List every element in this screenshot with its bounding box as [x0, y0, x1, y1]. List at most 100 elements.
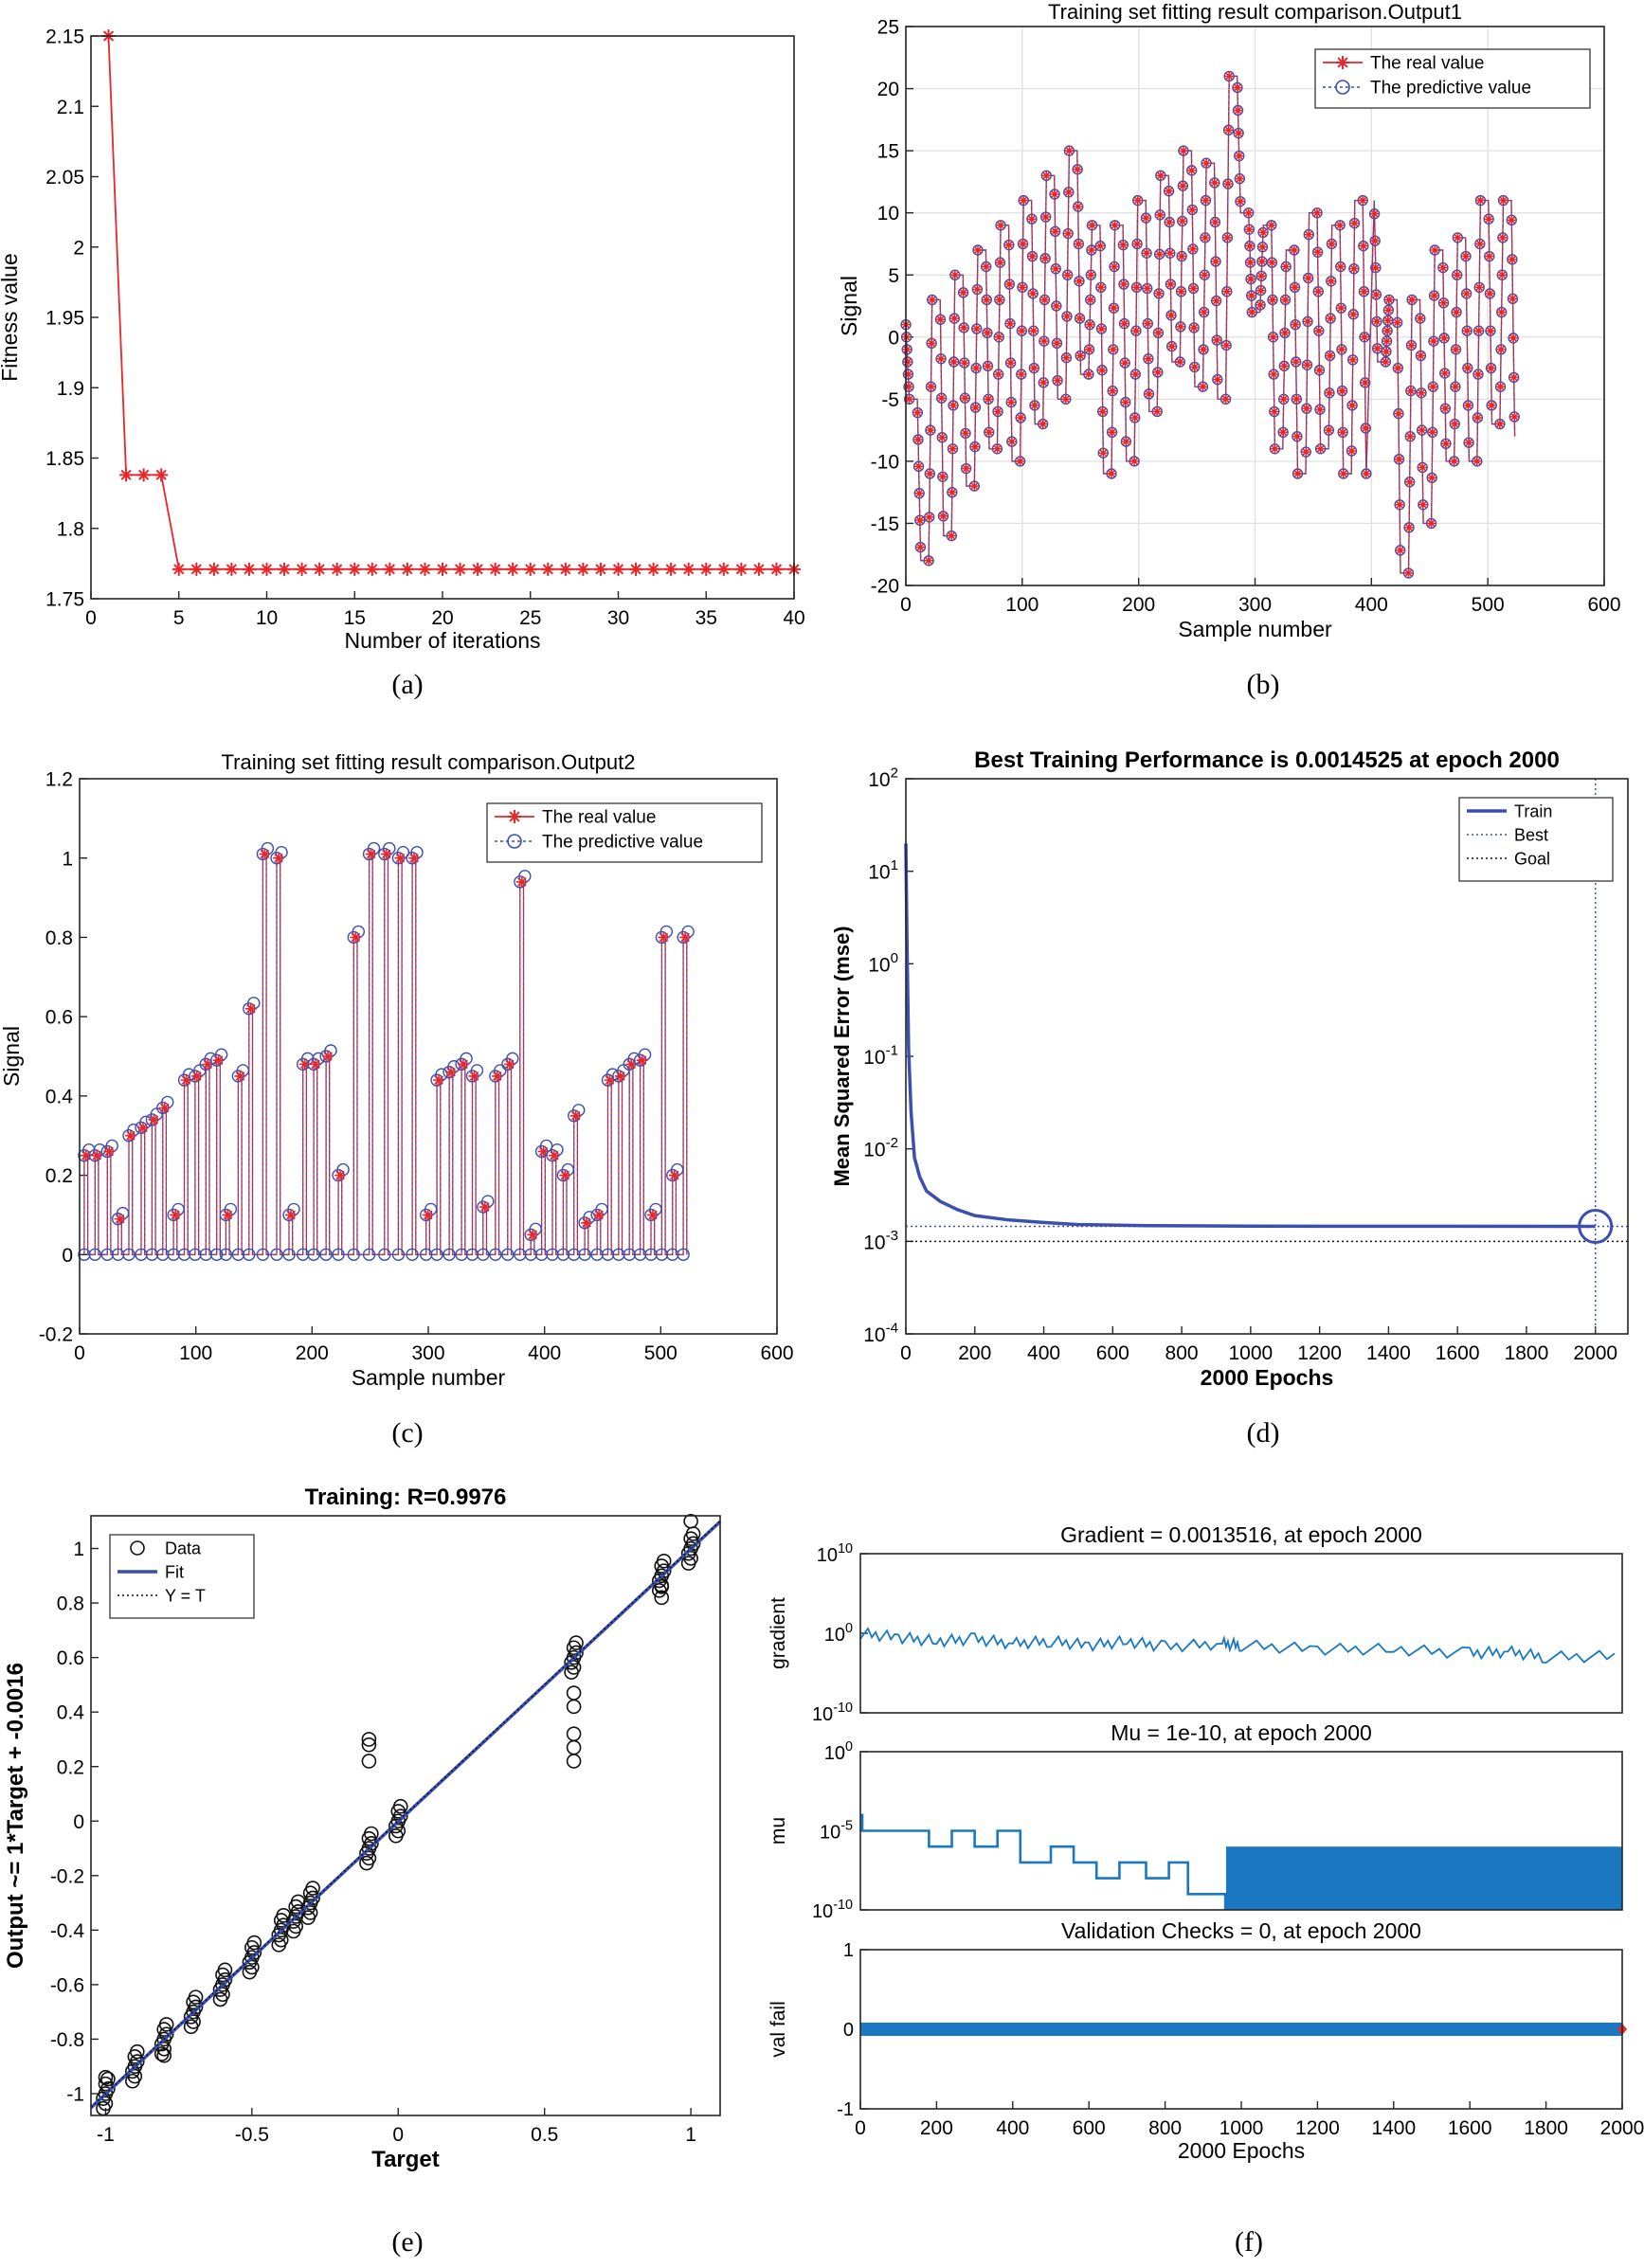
e-ytick-label: -0.2 — [50, 1865, 84, 1887]
caption-d: (d) — [1246, 1417, 1280, 1449]
c-real-marker — [593, 1209, 605, 1221]
b-real-marker — [1461, 288, 1472, 298]
c-predicted-marker — [378, 1248, 391, 1261]
b-real-marker — [938, 511, 948, 521]
b-real-marker — [1165, 248, 1175, 259]
b-real-marker — [1061, 352, 1072, 363]
b-real-marker — [1347, 354, 1358, 365]
b-real-marker — [1268, 332, 1278, 342]
f1-ytick-label-base: 10 — [812, 1704, 833, 1725]
c-real-marker — [380, 848, 392, 860]
c-real-marker — [91, 1149, 103, 1161]
b-real-marker — [1143, 353, 1153, 364]
b-real-marker — [1267, 258, 1277, 268]
c-predicted-marker — [88, 1248, 101, 1261]
b-real-marker — [936, 393, 947, 404]
b-real-marker — [1314, 365, 1325, 375]
f3-ytick-label: 0 — [843, 2020, 854, 2041]
e-axes-frame — [90, 1515, 721, 2116]
b-real-marker — [1418, 462, 1428, 473]
a-fitness-marker — [716, 562, 731, 576]
b-real-marker — [1039, 377, 1049, 387]
f3-ytick-label: 1 — [843, 1940, 854, 1961]
b-real-marker — [1235, 173, 1245, 184]
f2-ytick-label-exp: 0 — [845, 1739, 853, 1755]
c-real-marker — [322, 1051, 334, 1062]
b-real-marker — [996, 220, 1006, 230]
b-real-marker — [1370, 262, 1381, 273]
b-real-marker — [971, 363, 982, 373]
b-real-marker — [1438, 297, 1449, 308]
c-predicted-marker — [122, 1248, 135, 1261]
b-real-marker — [1096, 324, 1107, 334]
c-ylabel: Signal — [0, 1026, 24, 1087]
c-predicted-marker — [209, 1248, 224, 1261]
b-xtick-label: 300 — [1238, 594, 1272, 616]
f3-xtick-label: 2000 — [1600, 2117, 1644, 2139]
b-real-marker — [1335, 220, 1346, 230]
b-ytick-label: 0 — [888, 327, 899, 349]
b-real-marker — [1119, 318, 1129, 329]
a-fitness-marker — [119, 468, 134, 482]
c-predicted-marker — [256, 1248, 270, 1261]
b-real-marker — [1301, 447, 1311, 458]
b-real-marker — [1393, 363, 1403, 373]
b-real-marker — [1221, 286, 1232, 297]
b-ytick-label: 15 — [877, 141, 899, 163]
e-data-point — [361, 1732, 377, 1747]
b-real-marker — [1060, 394, 1071, 405]
a-xtick-label: 5 — [173, 607, 185, 629]
b-legend-marker — [1335, 80, 1350, 95]
a-fitness-marker — [646, 562, 660, 576]
b-real-marker — [1464, 438, 1474, 448]
b-real-marker — [947, 531, 957, 541]
b-real-marker — [1270, 443, 1280, 454]
b-real-marker — [1301, 404, 1311, 414]
c-real-marker — [515, 875, 528, 888]
c-real-marker — [581, 1216, 593, 1229]
b-real-marker — [993, 406, 1003, 417]
e-xtick-label: -0.5 — [235, 2124, 269, 2146]
b-real-marker — [1278, 427, 1289, 438]
b-real-marker — [1166, 310, 1176, 320]
c-real-marker — [679, 931, 692, 944]
b-real-marker — [1428, 336, 1438, 347]
f3-xtick-label: 1400 — [1371, 2117, 1416, 2139]
a-ytick-label: 1.75 — [45, 589, 84, 611]
b-real-marker — [1359, 286, 1369, 297]
b-real-marker — [1453, 232, 1463, 243]
b-real-marker — [1142, 248, 1152, 259]
e-legend-label: Fit — [165, 1562, 184, 1581]
b-real-marker — [1509, 411, 1520, 422]
b-real-marker — [1462, 363, 1472, 373]
b-real-marker — [1346, 445, 1357, 456]
c-predicted-marker — [307, 1248, 320, 1261]
b-real-marker — [1118, 279, 1129, 290]
b-real-marker — [1153, 328, 1164, 338]
b-real-marker — [913, 461, 924, 472]
b-real-marker — [1086, 270, 1096, 280]
b-real-marker — [902, 357, 912, 367]
b-real-marker — [1496, 307, 1507, 317]
a-fitness-marker — [190, 562, 204, 576]
b-real-marker — [1029, 400, 1039, 410]
c-real-marker — [548, 1149, 560, 1161]
e-ytick-label: 0 — [73, 1811, 84, 1833]
b-real-marker — [1405, 386, 1416, 396]
b-real-marker — [1496, 344, 1507, 354]
c-ytick-label: 0.6 — [45, 1007, 73, 1029]
b-real-marker — [1245, 258, 1256, 268]
b-real-marker — [1509, 372, 1519, 383]
b-real-marker — [1244, 225, 1255, 235]
b-real-marker — [1053, 375, 1063, 386]
c-real-marker — [273, 852, 285, 864]
c-real-marker — [365, 848, 377, 860]
b-xtick-label: 500 — [1472, 594, 1505, 616]
b-real-marker — [1244, 241, 1255, 251]
b-real-marker — [1348, 263, 1359, 274]
c-legend-label: The real value — [542, 808, 656, 828]
b-real-marker — [1144, 388, 1154, 399]
b-real-marker — [1222, 232, 1233, 243]
b-real-marker — [1371, 289, 1382, 299]
